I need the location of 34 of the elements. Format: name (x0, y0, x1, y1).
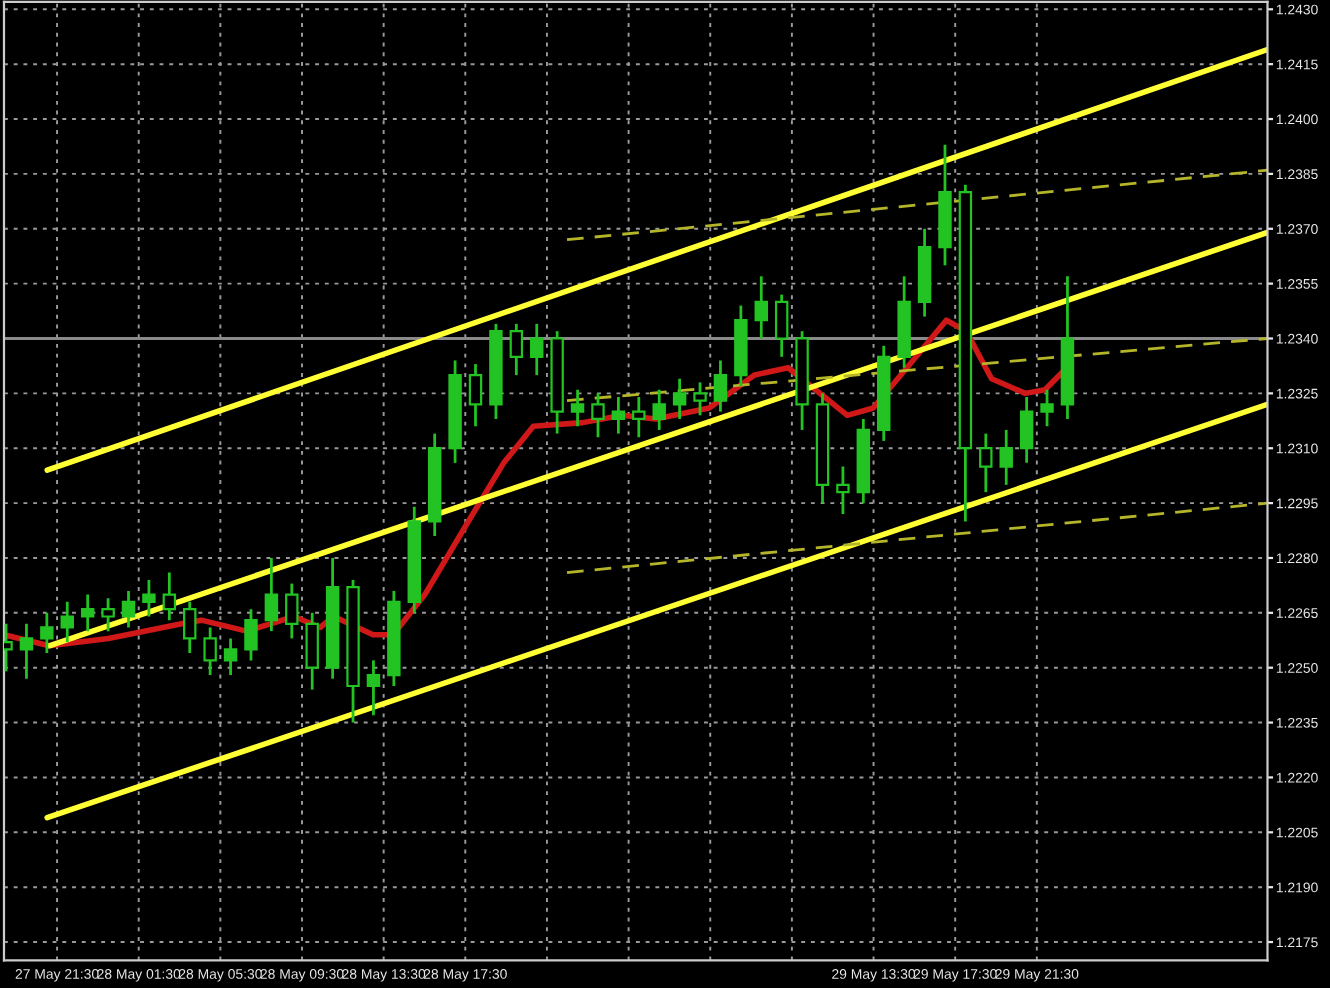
candlestick (632, 395, 646, 439)
candlestick (530, 322, 544, 377)
candlestick (305, 611, 319, 692)
candlestick (979, 432, 993, 494)
candlestick (999, 428, 1013, 487)
candlestick (40, 611, 54, 655)
candlestick (1019, 395, 1034, 465)
candlestick (80, 593, 95, 633)
candlestick (101, 596, 115, 633)
candlestick (672, 377, 687, 421)
candlestick (366, 659, 381, 717)
candlestick (774, 293, 789, 359)
candlestick (285, 582, 299, 640)
candlestick (203, 626, 217, 677)
candlestick (183, 600, 197, 655)
candlestick (591, 391, 605, 439)
candlestick (652, 388, 666, 432)
candlestick (244, 607, 258, 662)
candlestick (264, 556, 279, 633)
candlestick (611, 395, 626, 435)
candlestick (19, 622, 34, 681)
candlestick (754, 274, 768, 340)
candlestick (468, 362, 483, 428)
candlestick (121, 589, 136, 629)
candlestick (509, 322, 524, 377)
candlestick (570, 388, 585, 428)
candlestick (836, 465, 850, 516)
candlestick (142, 578, 156, 618)
candlestick (713, 359, 728, 414)
candlestick (60, 600, 74, 644)
candlestick (223, 637, 238, 677)
candlestick (693, 381, 707, 417)
candlestick (1040, 388, 1054, 428)
candlestick (162, 571, 177, 622)
